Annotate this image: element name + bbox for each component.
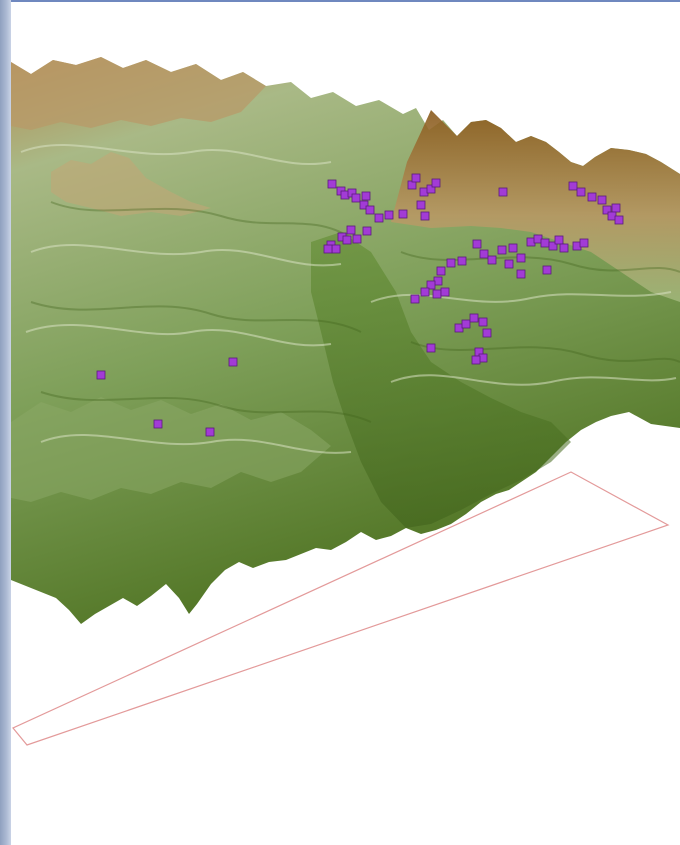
point-marker[interactable] — [469, 313, 479, 323]
point-marker[interactable] — [478, 317, 488, 327]
point-marker[interactable] — [559, 243, 569, 253]
point-marker[interactable] — [362, 226, 372, 236]
terrain-mid-ridge — [51, 152, 211, 216]
point-marker[interactable] — [472, 239, 482, 249]
point-marker[interactable] — [365, 205, 375, 215]
point-marker[interactable] — [410, 294, 420, 304]
point-marker[interactable] — [374, 213, 384, 223]
point-marker[interactable] — [482, 328, 492, 338]
point-marker[interactable] — [457, 256, 467, 266]
terrain-left-highland — [11, 57, 266, 130]
point-marker[interactable] — [432, 289, 442, 299]
point-marker[interactable] — [579, 238, 589, 248]
point-marker[interactable] — [420, 211, 430, 221]
point-marker[interactable] — [516, 269, 526, 279]
point-marker[interactable] — [384, 210, 394, 220]
point-marker[interactable] — [471, 355, 481, 365]
point-marker[interactable] — [420, 287, 430, 297]
point-marker[interactable] — [426, 343, 436, 353]
terrain-front-ridges — [11, 397, 331, 502]
point-marker[interactable] — [554, 235, 564, 245]
terrain-scene-svg[interactable] — [11, 2, 680, 845]
point-marker[interactable] — [504, 259, 514, 269]
point-marker[interactable] — [327, 179, 337, 189]
point-marker[interactable] — [342, 235, 352, 245]
point-marker[interactable] — [352, 234, 362, 244]
point-marker[interactable] — [576, 187, 586, 197]
terrain-ridge-back — [391, 110, 680, 302]
point-marker[interactable] — [398, 209, 408, 219]
point-marker[interactable] — [597, 195, 607, 205]
terrain-shadow-lines — [30, 201, 680, 423]
point-marker[interactable] — [540, 238, 550, 248]
point-marker[interactable] — [497, 245, 507, 255]
point-marker[interactable] — [411, 173, 421, 183]
point-marker[interactable] — [359, 200, 369, 210]
point-marker[interactable] — [446, 258, 456, 268]
point-marker[interactable] — [361, 191, 371, 201]
point-marker[interactable] — [205, 427, 215, 437]
point-marker[interactable] — [508, 243, 518, 253]
terrain-central-valley — [311, 232, 571, 528]
point-marker[interactable] — [426, 280, 436, 290]
point-marker[interactable] — [498, 187, 508, 197]
point-marker[interactable] — [440, 287, 450, 297]
point-marker[interactable] — [426, 184, 436, 194]
window-frame-rail — [0, 0, 11, 845]
point-marker[interactable] — [436, 266, 446, 276]
point-marker[interactable] — [153, 419, 163, 429]
boundary-outline — [12, 471, 670, 746]
scene-3d[interactable] — [11, 2, 680, 845]
point-marker[interactable] — [461, 319, 471, 329]
point-marker[interactable] — [228, 357, 238, 367]
point-marker[interactable] — [431, 178, 441, 188]
point-marker[interactable] — [587, 192, 597, 202]
point-marker[interactable] — [487, 255, 497, 265]
terrain-texture-lines — [20, 144, 677, 454]
point-marker[interactable] — [323, 244, 333, 254]
point-marker[interactable] — [96, 370, 106, 380]
point-marker[interactable] — [548, 241, 558, 251]
point-marker[interactable] — [614, 215, 624, 225]
point-marker[interactable] — [568, 181, 578, 191]
point-marker[interactable] — [542, 265, 552, 275]
point-marker[interactable] — [516, 253, 526, 263]
point-marker[interactable] — [351, 193, 361, 203]
window-frame-border — [11, 0, 680, 2]
point-marker[interactable] — [331, 244, 341, 254]
point-marker[interactable] — [602, 205, 612, 215]
point-marker[interactable] — [479, 249, 489, 259]
point-marker[interactable] — [346, 225, 356, 235]
point-marker[interactable] — [416, 200, 426, 210]
marker-layer[interactable] — [96, 173, 624, 437]
point-marker[interactable] — [611, 203, 621, 213]
